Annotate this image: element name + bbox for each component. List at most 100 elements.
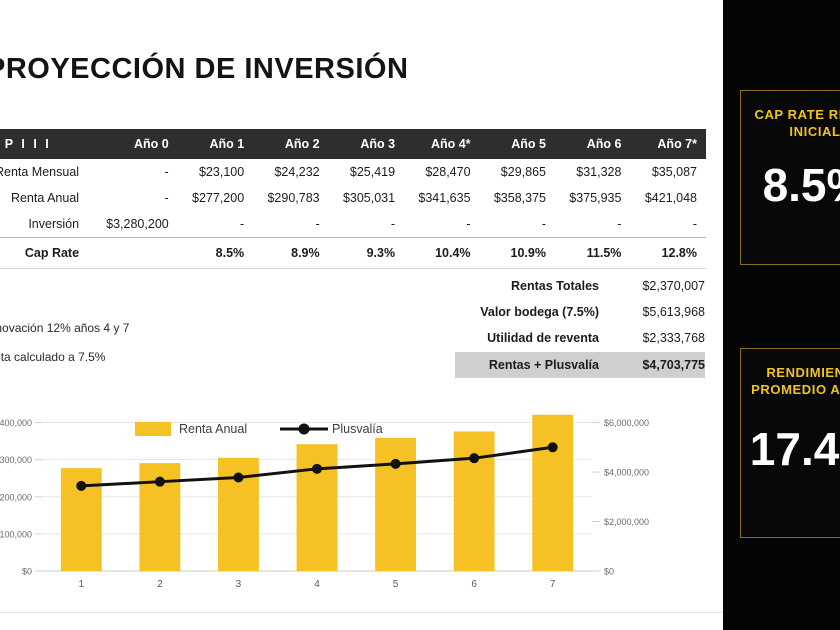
cell-inversion-0: $3,280,200 [106,217,169,231]
cell-inversion-6: - [617,217,622,231]
cell-cap-rate-0 [91,238,178,269]
summary-value: $2,333,768 [642,331,705,345]
svg-text:2: 2 [157,579,163,588]
cell-cap-rate-2: 8.9% [291,246,320,260]
kpi-card-rendimiento: RENDIMIENTO PROMEDIO ANUAL 17.4% [740,348,840,538]
table-corner-header: E P I I I [0,129,92,159]
column-header-ano-6: Año 6 [554,129,631,159]
svg-text:6: 6 [471,579,477,588]
kpi-card-title: CAP RATE RENTA INICIAL [754,107,840,139]
chart-right-axis-labels: $0 $2,000,000 $4,000,000 $6,000,000 [592,418,649,577]
combo-chart: $0 $100,000 $200,000 $300,000 $400,000 $0 $2,… [0,398,670,588]
cell-renta-mensual-2: $24,232 [274,165,320,179]
kpi-card-value: 8.5% [762,159,840,212]
cell-cap-rate-3: 9.3% [366,246,396,260]
cell-renta-mensual-4: $28,470 [425,165,471,179]
note-item: 4.9% [0,292,374,306]
top-edge-strip [0,0,723,8]
chart-svg: $0 $100,000 $200,000 $300,000 $400,000 $0 $2,… [0,414,649,588]
cell-cap-rate-1: 8.5% [215,246,245,260]
svg-text:1: 1 [79,579,85,588]
row-label-renta-mensual: Renta Mensual [0,165,80,179]
summary-label: Rentas + Plusvalía [488,358,599,372]
kpi-card-title: RENDIMIENTO PROMEDIO ANUAL [751,365,840,397]
cell-cap-rate-5: 10.9% [510,246,546,260]
chart-x-axis-labels: 1 2 3 4 5 6 7 [79,579,556,588]
cell-renta-mensual-3: $25,419 [349,165,396,179]
column-header-ano-7: Año 7* [630,129,706,159]
cell-cap-rate-4: 10.4% [435,246,471,260]
cell-renta-mensual-0: - [164,165,169,179]
column-header-ano-2: Año 2 [253,129,329,159]
summary-label: Rentas Totales [511,279,599,293]
cell-cap-rate-7: 12.8% [661,246,697,260]
cell-renta-anual-7: $421,048 [644,191,697,205]
svg-text:$0: $0 [22,567,32,577]
cell-inversion-3: - [390,217,396,231]
column-header-ano-3: Año 3 [328,129,405,159]
column-header-ano-4: Año 4* [404,129,480,159]
table-row-cap-rate: Cap Rate 8.5% 8.9% 9.3% 10.4% 10.9% 11.5… [0,237,706,269]
svg-text:$4,000,000: $4,000,000 [604,468,649,478]
cell-renta-mensual-1: $23,100 [198,165,245,179]
cell-renta-mensual-7: $35,087 [651,165,697,179]
svg-text:4: 4 [314,579,320,588]
cell-renta-anual-5: $358,375 [493,191,546,205]
svg-text:$6,000,000: $6,000,000 [604,418,649,428]
svg-text:$200,000: $200,000 [0,492,32,502]
svg-text:$0: $0 [604,567,614,577]
notes-list: 4.9% e por renovación 12% años 4 y 7 de … [0,292,374,379]
table-header-row: E P I I I Año 0 Año 1 Año 2 Año 3 Año 4*… [0,129,706,159]
column-header-ano-5: Año 5 [479,129,555,159]
svg-text:$300,000: $300,000 [0,455,32,465]
note-item: e por renovación 12% años 4 y 7 [0,321,130,335]
cell-renta-anual-3: $305,031 [342,191,396,205]
summary-value: $4,703,775 [642,358,705,372]
cell-inversion-1: - [240,217,245,231]
projection-table: E P I I I Año 0 Año 1 Año 2 Año 3 Año 4*… [0,129,706,269]
bottom-edge-strip [0,612,723,630]
cell-inversion-5: - [541,217,546,231]
cell-inversion-7: - [692,217,697,231]
cell-inversion-2: - [315,217,320,231]
svg-text:$100,000: $100,000 [0,529,32,539]
row-label-cap-rate: Cap Rate [24,246,80,260]
cell-renta-mensual-5: $29,865 [500,165,546,179]
cell-cap-rate-6: 11.5% [586,246,622,260]
note-item: de reventa calculado a 7.5% [0,350,106,364]
cell-renta-anual-1: $277,200 [192,191,245,205]
row-label-renta-anual: Renta Anual [10,191,80,205]
table-head: E P I I I Año 0 Año 1 Año 2 Año 3 Año 4*… [0,129,706,159]
svg-text:$2,000,000: $2,000,000 [604,517,649,527]
cell-inversion-4: - [466,217,471,231]
cell-renta-anual-6: $375,935 [569,191,622,205]
kpi-side-panel: CAP RATE RENTA INICIAL 8.5% RENDIMIENTO … [723,0,840,630]
chart-left-axis-labels: $0 $100,000 $200,000 $300,000 $400,000 [0,418,42,577]
svg-text:$400,000: $400,000 [0,418,32,428]
column-header-ano-1: Año 1 [177,129,254,159]
svg-text:7: 7 [550,579,556,588]
chart-line-plusvalia [76,442,558,491]
cell-renta-anual-2: $290,783 [267,191,320,205]
column-header-ano-0: Año 0 [91,129,178,159]
summary-block: Rentas Totales $2,370,007 Valor bodega (… [455,274,705,380]
svg-text:Renta Anual: Renta Anual [179,422,247,436]
svg-text:3: 3 [236,579,242,588]
cell-renta-mensual-6: $31,328 [576,165,622,179]
document-area: PROYECCIÓN DE INVERSIÓN E P I I I Año 0 … [0,0,723,630]
summary-row-utilidad-reventa: Utilidad de reventa $2,333,768 [455,326,705,350]
table-row-renta-anual: Renta Anual - $277,200 $290,783 $305,031… [0,185,706,211]
table-row-inversion: Inversión $3,280,200 - - - - - - - [0,211,706,238]
summary-label: Utilidad de reventa [487,331,599,345]
summary-value: $5,613,968 [642,305,705,319]
cell-renta-anual-0: - [164,191,169,205]
chart-bars [60,414,574,571]
table-row-renta-mensual: Renta Mensual - $23,100 $24,232 $25,419 … [0,159,706,185]
summary-row-rentas-plusvalia: Rentas + Plusvalía $4,703,775 [455,352,705,378]
chart-legend: Renta Anual Plusvalía [135,422,383,436]
page-title: PROYECCIÓN DE INVERSIÓN [0,53,409,85]
svg-text:Plusvalía: Plusvalía [332,422,383,436]
summary-row-valor-bodega: Valor bodega (7.5%) $5,613,968 [455,300,705,324]
svg-text:5: 5 [393,579,399,588]
